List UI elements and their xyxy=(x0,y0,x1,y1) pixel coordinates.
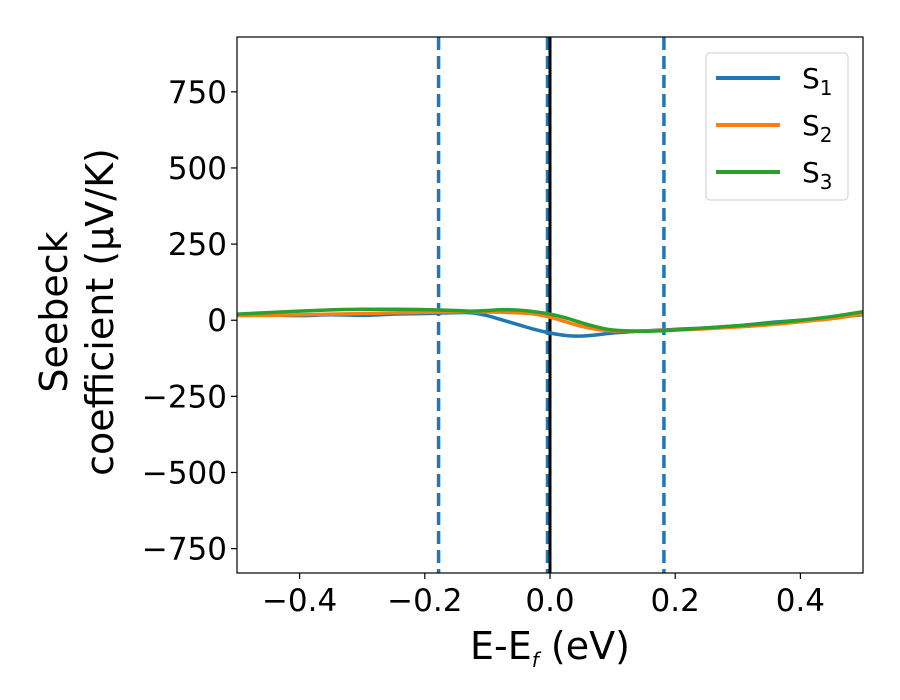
series-lines xyxy=(237,307,863,338)
reference-lines xyxy=(436,37,666,573)
y-tick-label: −500 xyxy=(142,456,227,492)
x-tick-label: 0.2 xyxy=(651,583,700,619)
y-tick-label: 750 xyxy=(168,75,227,111)
y-axis-title-line2: coefficient (μV/K) xyxy=(78,148,122,476)
series-line-s3 xyxy=(237,307,863,333)
x-tick-label: 0.4 xyxy=(776,583,825,619)
x-axis-title: E-Ef (eV) xyxy=(470,624,630,672)
y-tick-label: 250 xyxy=(168,227,227,263)
x-axis-ticks: −0.4 −0.2 0.0 0.2 0.4 xyxy=(262,573,825,619)
y-axis-ticks: −750 −500 −250 0 250 500 750 xyxy=(142,75,237,568)
x-tick-label: 0.0 xyxy=(525,583,574,619)
y-tick-label: 0 xyxy=(207,303,227,339)
x-tick-label: −0.4 xyxy=(262,583,337,619)
y-tick-label: −250 xyxy=(142,379,227,415)
legend-label-s3: S3 xyxy=(802,156,833,194)
y-tick-label: 500 xyxy=(168,151,227,187)
x-tick-label: −0.2 xyxy=(387,583,462,619)
legend: S1 S2 S3 xyxy=(705,52,849,201)
legend-label-s1: S1 xyxy=(802,62,833,100)
legend-label-s2: S2 xyxy=(802,109,833,147)
y-axis-title-line1: Seebeck xyxy=(32,231,76,392)
y-tick-label: −750 xyxy=(142,532,227,568)
